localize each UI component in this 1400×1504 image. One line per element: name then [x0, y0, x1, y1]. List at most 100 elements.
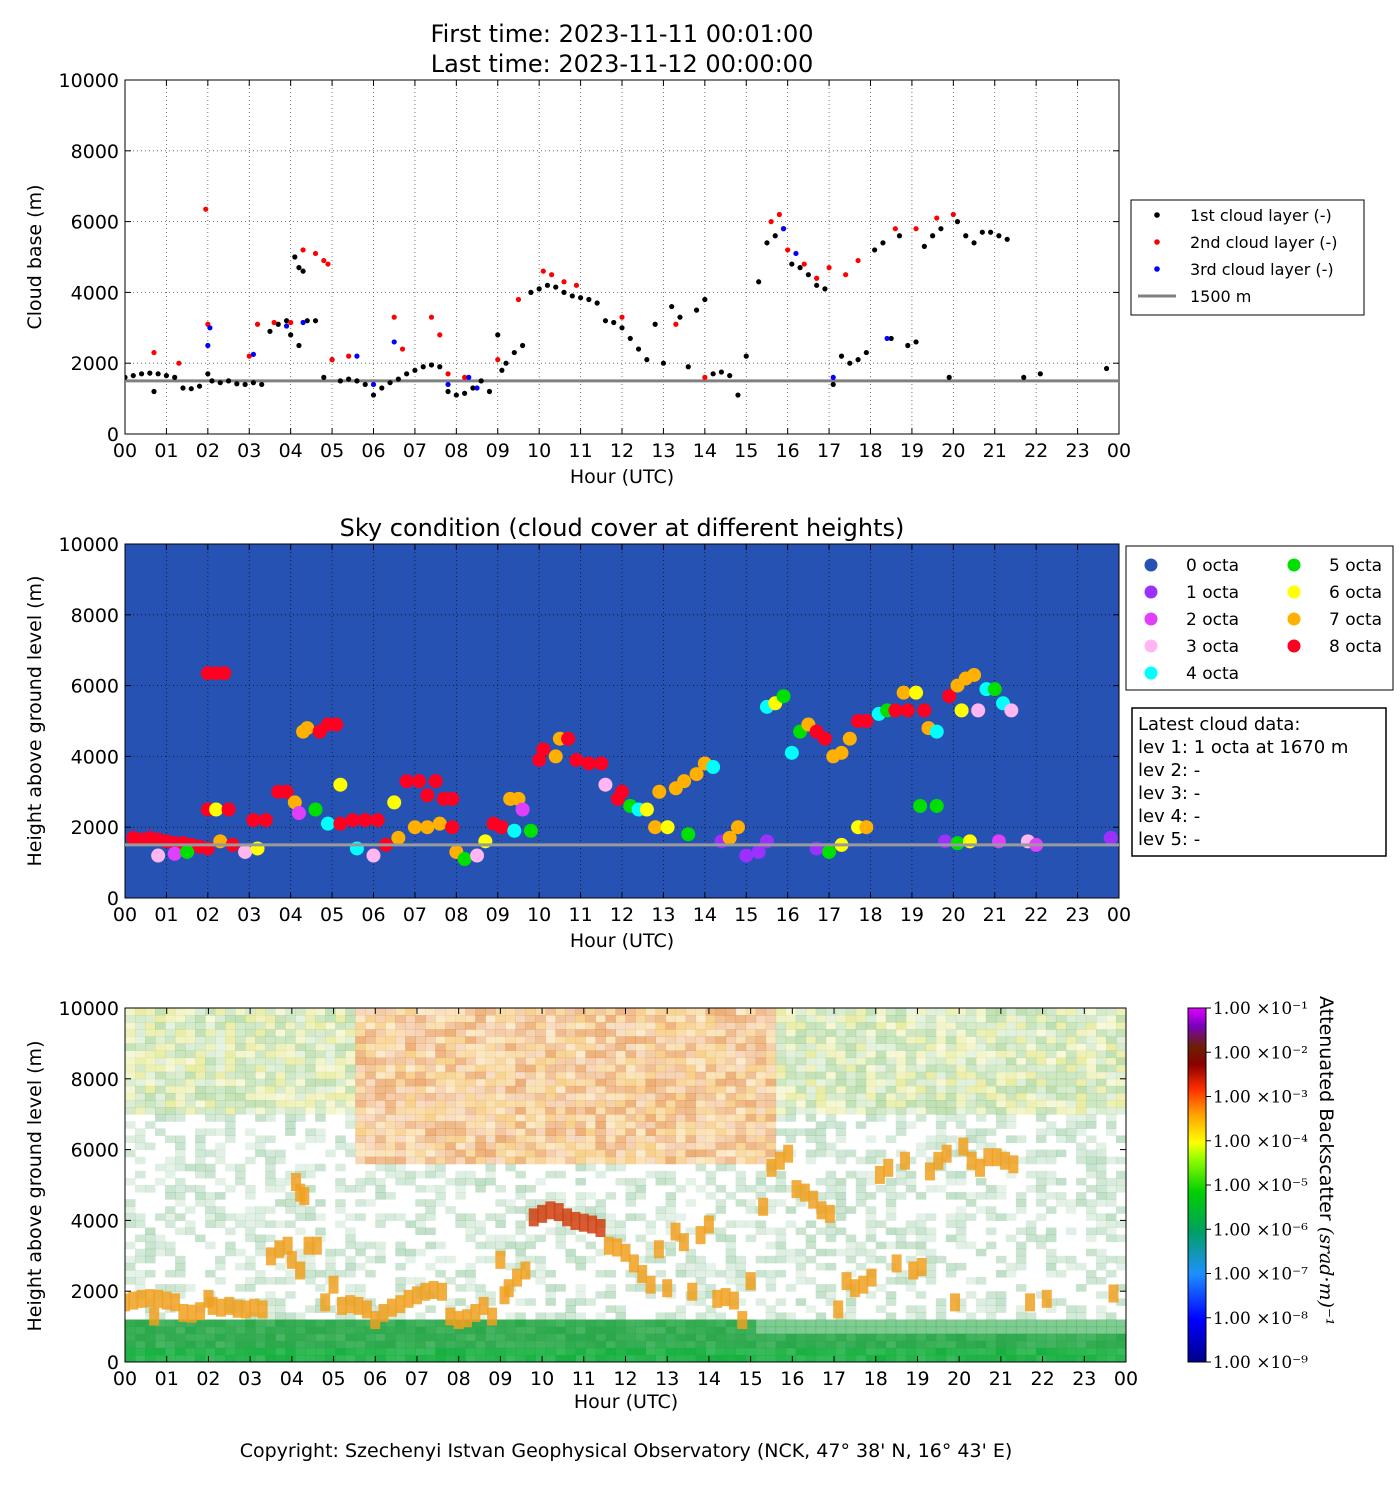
backscatter-cell [465, 1008, 476, 1016]
backscatter-cell [535, 1177, 546, 1186]
backscatter-cell [825, 1326, 837, 1335]
backscatter-cell [185, 1220, 196, 1228]
backscatter-cell [385, 1142, 396, 1151]
backscatter-cell [415, 1043, 426, 1051]
backscatter-cell [355, 1022, 366, 1030]
backscatter-cell [715, 1333, 727, 1342]
backscatter-cell [1005, 1043, 1017, 1051]
backscatter-cell [165, 1085, 176, 1094]
backscatter-cell [565, 1071, 576, 1080]
backscatter-cell [315, 1333, 326, 1342]
backscatter-cell [555, 1199, 566, 1207]
backscatter-cell [415, 1121, 426, 1129]
backscatter-cell [165, 1347, 176, 1356]
backscatter-cell [925, 1092, 937, 1101]
octa-legend-label: 4 octa [1186, 664, 1239, 684]
backscatter-cell [675, 1085, 687, 1094]
backscatter-cell [255, 1036, 266, 1044]
backscatter-cell [765, 1319, 777, 1328]
backscatter-cell [335, 1043, 346, 1051]
backscatter-cell [565, 1248, 576, 1257]
backscatter-cell [255, 1057, 266, 1066]
cloud-echo [462, 1309, 473, 1328]
backscatter-cell [365, 1142, 376, 1151]
x-tick-label: 19 [905, 1368, 929, 1390]
backscatter-cell [665, 1354, 677, 1362]
backscatter-cell [965, 1008, 977, 1016]
backscatter-cell [1065, 1057, 1077, 1066]
backscatter-cell [705, 1312, 717, 1321]
backscatter-cell [1075, 1114, 1087, 1122]
backscatter-cell [635, 1234, 647, 1243]
backscatter-cell [125, 1135, 136, 1144]
cloud-echo [257, 1300, 268, 1319]
backscatter-cell [555, 1121, 566, 1129]
octa-5-point [681, 827, 696, 842]
backscatter-cell [555, 1135, 566, 1144]
backscatter-cell [525, 1050, 536, 1059]
backscatter-cell [1075, 1071, 1087, 1080]
backscatter-cell [465, 1128, 476, 1136]
backscatter-cell [1035, 1022, 1047, 1030]
backscatter-cell [215, 1008, 226, 1016]
backscatter-cell [615, 1354, 626, 1362]
backscatter-cell [385, 1022, 396, 1030]
backscatter-cell [935, 1326, 947, 1335]
backscatter-cell [945, 1036, 957, 1044]
cloud-layer-1-point [312, 318, 319, 324]
octa-legend-marker [1287, 612, 1301, 626]
backscatter-cell [365, 1071, 376, 1080]
backscatter-cell [575, 1022, 586, 1030]
backscatter-cell [775, 1340, 787, 1349]
backscatter-cell [305, 1347, 316, 1356]
backscatter-cell [1055, 1107, 1067, 1115]
backscatter-cell [905, 1015, 917, 1023]
backscatter-cell [415, 1100, 426, 1108]
backscatter-cell [715, 1114, 727, 1122]
backscatter-cell [585, 1298, 596, 1306]
backscatter-cell [805, 1057, 817, 1066]
backscatter-cell [975, 1114, 987, 1122]
octa-legend-marker [1287, 639, 1301, 653]
backscatter-cell [545, 1149, 556, 1158]
backscatter-cell [805, 1135, 817, 1144]
backscatter-cell [785, 1100, 797, 1108]
backscatter-cell [515, 1206, 526, 1214]
backscatter-cell [795, 1347, 807, 1356]
cloud-layer-1-point [756, 279, 762, 285]
backscatter-cell [525, 1199, 536, 1207]
backscatter-cell [925, 1029, 937, 1037]
backscatter-cell [485, 1255, 496, 1264]
backscatter-cell [725, 1192, 737, 1200]
backscatter-cell [275, 1107, 286, 1115]
backscatter-cell [885, 1354, 897, 1362]
backscatter-cell [305, 1050, 316, 1059]
backscatter-cell [875, 1100, 887, 1108]
backscatter-cell [305, 1078, 316, 1087]
backscatter-cell [385, 1114, 396, 1122]
backscatter-cell [295, 1100, 306, 1108]
backscatter-cell [565, 1057, 576, 1066]
backscatter-cell [515, 1050, 526, 1059]
cloud-layer-1-point [495, 332, 501, 338]
backscatter-cell [585, 1029, 596, 1037]
backscatter-cell [1085, 1269, 1097, 1278]
backscatter-cell [625, 1269, 637, 1278]
backscatter-cell [645, 1008, 657, 1016]
backscatter-cell [1115, 1107, 1126, 1115]
backscatter-cell [415, 1354, 426, 1362]
backscatter-cell [335, 1092, 346, 1101]
backscatter-cell [775, 1057, 787, 1066]
backscatter-cell [795, 1071, 807, 1080]
backscatter-cell [675, 1064, 687, 1073]
backscatter-cell [655, 1312, 667, 1321]
backscatter-cell [375, 1340, 386, 1349]
octa-3-point [366, 848, 381, 863]
backscatter-cell [195, 1057, 206, 1066]
backscatter-cell [265, 1015, 276, 1023]
backscatter-cell [765, 1022, 777, 1030]
backscatter-cell [525, 1029, 536, 1037]
backscatter-cell [485, 1100, 496, 1108]
backscatter-cell [375, 1064, 386, 1073]
backscatter-cell [925, 1248, 937, 1257]
